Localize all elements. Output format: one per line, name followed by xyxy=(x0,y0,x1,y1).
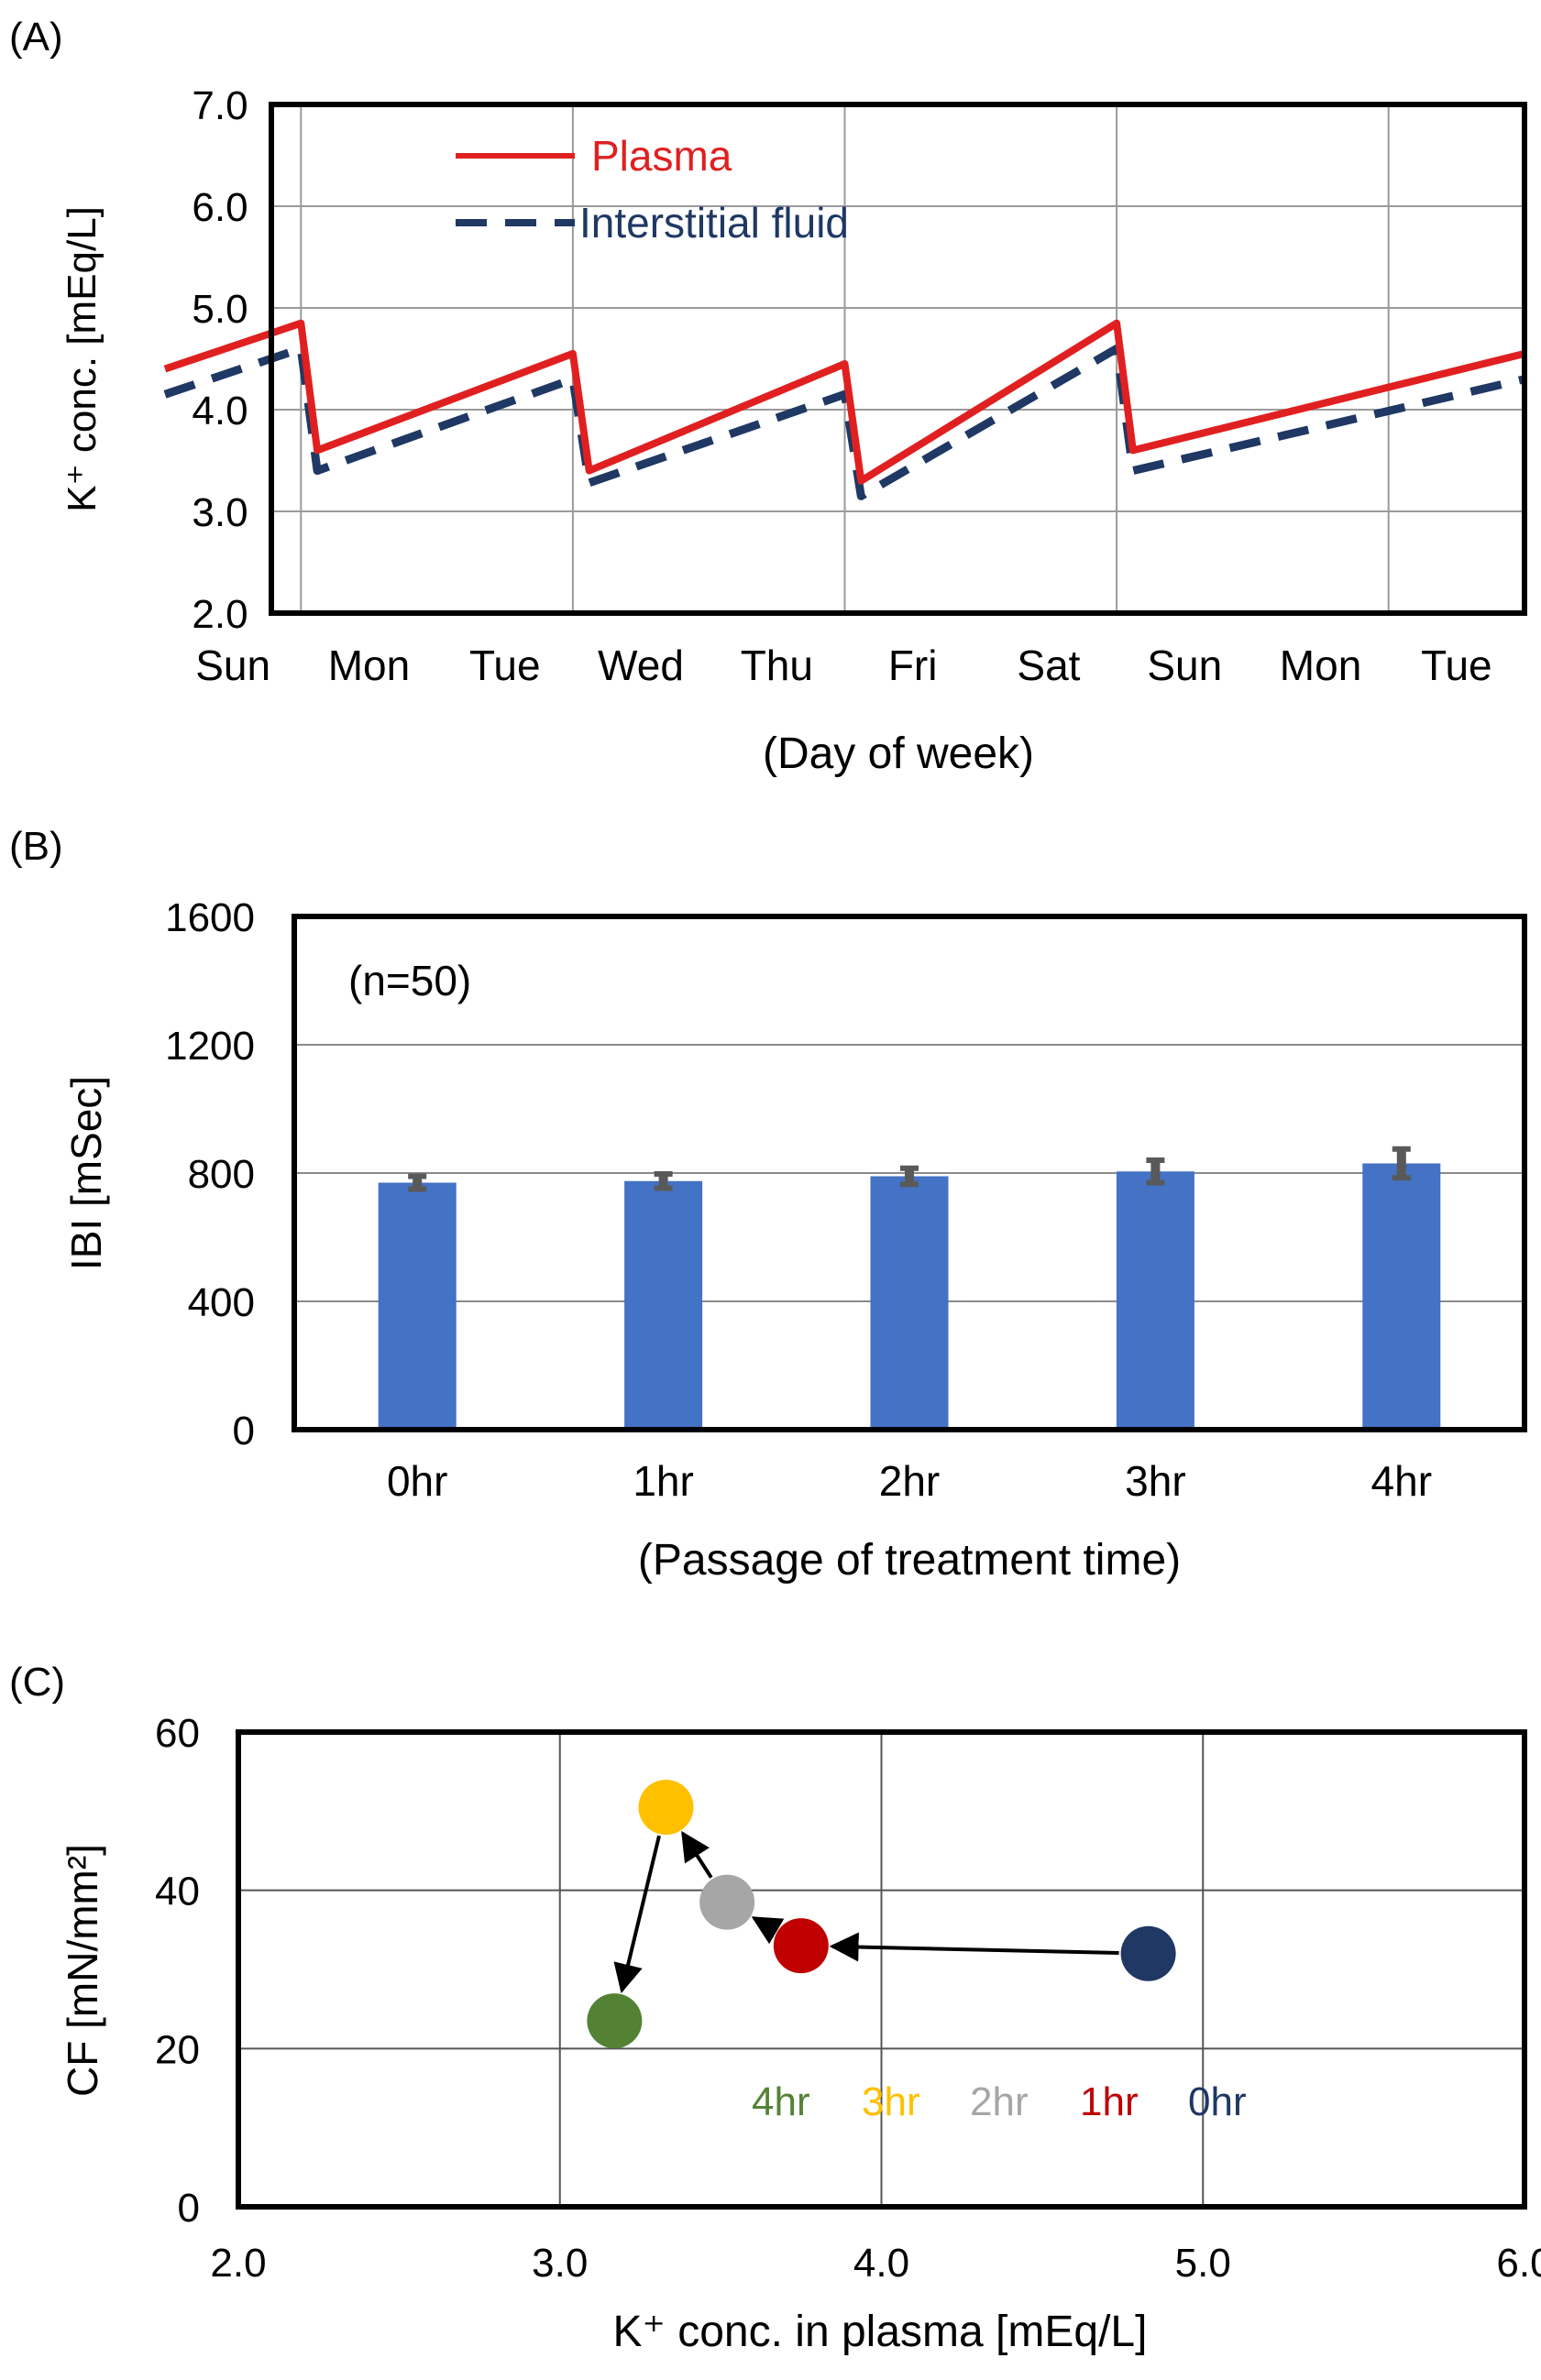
panel-c-arrows xyxy=(613,1830,1119,1994)
x-tick-label: Mon xyxy=(328,642,410,689)
x-tick-label: Sun xyxy=(195,642,270,689)
panel-b-y-ticks: 0 400 800 1200 1600 xyxy=(165,895,255,1453)
legend-2hr: 2hr xyxy=(970,2079,1029,2124)
x-tick-label: 3hr xyxy=(1125,1457,1185,1505)
panel-c-label: (C) xyxy=(9,1660,65,1705)
panel-b-x-ticks: 0hr 1hr 2hr 3hr 4hr xyxy=(387,1457,1432,1505)
x-tick-label: Wed xyxy=(598,642,684,689)
arrow-2hr-3hr xyxy=(681,1830,713,1879)
y-tick-label: 3.0 xyxy=(192,490,248,535)
bar-3hr xyxy=(1116,1171,1194,1430)
legend-plasma-label: Plasma xyxy=(591,132,732,180)
y-tick-label: 400 xyxy=(188,1280,255,1325)
arrow-0hr-1hr xyxy=(829,1932,1119,1962)
y-tick-label: 1600 xyxy=(165,895,255,940)
point-4hr xyxy=(587,1993,643,2049)
y-tick-label: 0 xyxy=(233,1409,255,1453)
x-tick-label: Mon xyxy=(1280,642,1361,689)
panel-a-frame xyxy=(269,102,1527,616)
x-tick-label: Fri xyxy=(888,642,938,689)
legend-4hr: 4hr xyxy=(752,2079,810,2124)
x-tick-label: Thu xyxy=(741,642,813,689)
x-tick-label: 6.0 xyxy=(1496,2241,1541,2286)
y-tick-label: 7.0 xyxy=(192,83,248,128)
panel-b-x-axis-label: (Passage of treatment time) xyxy=(638,1536,1181,1585)
y-tick-label: 40 xyxy=(155,1870,200,1914)
panel-c-y-ticks: 0 20 40 60 xyxy=(155,1711,200,2231)
x-tick-label: 2.0 xyxy=(210,2241,266,2286)
panel-b-frame xyxy=(292,914,1527,1432)
y-tick-label: 5.0 xyxy=(192,287,248,332)
bar-0hr xyxy=(378,1182,457,1430)
x-tick-label: Tue xyxy=(469,642,541,689)
panel-c-grid xyxy=(237,1731,1525,2208)
y-tick-label: 60 xyxy=(155,1711,200,1756)
point-0hr xyxy=(1120,1925,1176,1981)
x-tick-label: Sat xyxy=(1017,642,1080,689)
legend-3hr: 3hr xyxy=(862,2079,920,2124)
series-line-0 xyxy=(163,319,1525,485)
panel-a-y-ticks: 2.0 3.0 4.0 5.0 6.0 7.0 xyxy=(192,83,248,637)
panel-a-grid xyxy=(271,104,1524,614)
panel-b-y-axis-label: IBI [mSec] xyxy=(62,1076,110,1270)
x-tick-label: Tue xyxy=(1421,642,1492,689)
x-tick-label: 5.0 xyxy=(1175,2241,1231,2286)
y-tick-label: 4.0 xyxy=(192,389,248,433)
panel-a-x-axis-label: (Day of week) xyxy=(763,729,1034,778)
x-tick-label: Sun xyxy=(1147,642,1222,689)
panel-c-x-axis-label: K⁺ conc. in plasma [mEq/L] xyxy=(613,2308,1148,2356)
x-tick-label: 2hr xyxy=(879,1457,940,1505)
panel-a-series xyxy=(163,319,1526,500)
bar-4hr xyxy=(1362,1163,1441,1430)
legend-interstitial-label: Interstitial fluid xyxy=(579,199,849,247)
y-tick-label: 2.0 xyxy=(192,592,248,637)
point-3hr xyxy=(638,1780,694,1836)
x-tick-label: 4hr xyxy=(1371,1457,1432,1505)
x-tick-label: 3.0 xyxy=(532,2241,588,2286)
panel-a: (A) 2.0 3.0 4.0 5.0 6.0 7.0 Sun Mon Tue Wed Thu Fr… xyxy=(9,15,1527,778)
panel-a-x-ticks: Sun Mon Tue Wed Thu Fri Sat Sun Mon Tue xyxy=(195,642,1491,689)
point-2hr xyxy=(699,1874,755,1930)
legend-1hr: 1hr xyxy=(1080,2079,1139,2124)
x-tick-label: 1hr xyxy=(633,1457,693,1505)
panel-b: (B) 0 400 800 1200 1600 0hr 1hr 2hr 3hr 4hr (n=5… xyxy=(9,824,1527,1585)
y-tick-label: 20 xyxy=(155,2027,200,2072)
bar-1hr xyxy=(624,1180,703,1430)
panel-b-error-bars xyxy=(408,1146,1411,1192)
panel-b-bars xyxy=(378,1163,1441,1430)
y-tick-label: 0 xyxy=(178,2186,200,2231)
panel-b-label: (B) xyxy=(9,824,63,869)
panel-a-y-axis-label: K⁺ conc. [mEq/L] xyxy=(60,206,105,512)
x-tick-label: 0hr xyxy=(387,1457,447,1505)
panel-a-legend: Plasma Interstitial fluid xyxy=(456,132,849,247)
panel-c: (C) 0 20 40 60 2.0 3.0 4.0 5.0 6.0 4hr 3hr 2hr 1hr… xyxy=(9,1660,1541,2356)
arrow-1hr-2hr xyxy=(751,1916,785,1945)
panel-b-annotation: (n=50) xyxy=(348,957,471,1004)
y-tick-label: 1200 xyxy=(165,1024,255,1069)
point-1hr xyxy=(773,1918,829,1974)
y-tick-label: 6.0 xyxy=(192,185,248,230)
x-tick-label: 4.0 xyxy=(853,2241,909,2286)
panel-c-x-ticks: 2.0 3.0 4.0 5.0 6.0 xyxy=(210,2241,1541,2286)
legend-0hr: 0hr xyxy=(1188,2079,1247,2124)
panel-c-points xyxy=(587,1780,1176,2049)
panel-a-label: (A) xyxy=(9,15,63,60)
panel-c-legend: 4hr 3hr 2hr 1hr 0hr xyxy=(752,2079,1247,2124)
panel-c-frame xyxy=(236,1729,1527,2210)
y-tick-label: 800 xyxy=(188,1152,255,1197)
arrow-3hr-4hr xyxy=(613,1835,661,1994)
bar-2hr xyxy=(870,1176,949,1430)
panel-c-y-axis-label: CF [mN/mm²] xyxy=(59,1844,106,2097)
